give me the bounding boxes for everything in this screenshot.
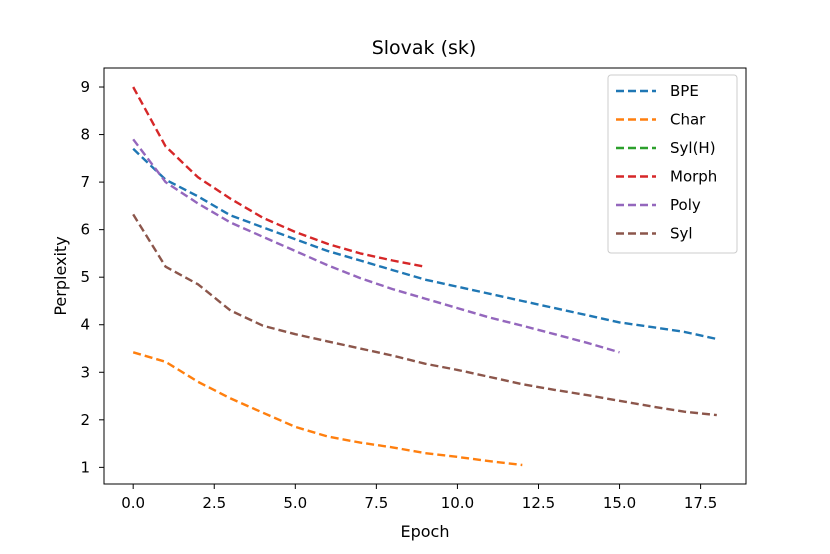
y-tick-label: 6: [80, 221, 90, 239]
series-line-poly: [132, 138, 620, 354]
x-tick-label: 5.0: [283, 494, 307, 512]
legend-label: Syl(H): [670, 139, 716, 157]
legend: BPE Char Syl(H) Morph Poly Syl: [607, 74, 738, 254]
y-tick-label: 2: [80, 411, 90, 429]
y-tick-label: 1: [80, 458, 90, 476]
x-tick-label: 10.0: [441, 494, 474, 512]
chart-title: Slovak (sk): [372, 37, 477, 59]
legend-label: Morph: [670, 168, 717, 186]
x-tick-label: 0.0: [121, 494, 145, 512]
x-axis: 0.0 2.5 5.0 7.5 10.0 12.5 15.0 17.5: [121, 484, 717, 512]
series-line-syl: [132, 213, 717, 417]
y-axis-title: Perplexity: [51, 236, 70, 315]
legend-label: BPE: [670, 82, 699, 100]
series-line-morph: [132, 86, 426, 268]
x-tick-label: 2.5: [202, 494, 226, 512]
y-tick-label: 9: [80, 78, 90, 96]
y-axis: 1 2 3 4 5 6 7 8 9: [80, 78, 104, 476]
series-line-bpe: [132, 147, 718, 341]
plot-frame: [103, 67, 747, 485]
legend-label: Poly: [670, 196, 701, 214]
y-tick-label: 3: [80, 363, 90, 381]
series-layer: [132, 86, 718, 467]
x-tick-label: 7.5: [364, 494, 388, 512]
y-tick-label: 8: [80, 126, 90, 144]
x-axis-title: Epoch: [401, 522, 450, 541]
x-tick-label: 12.5: [522, 494, 555, 512]
x-tick-label: 15.0: [603, 494, 636, 512]
legend-label: Syl: [670, 225, 693, 243]
y-tick-label: 4: [80, 316, 90, 334]
x-tick-label: 17.5: [684, 494, 717, 512]
y-tick-label: 7: [80, 173, 90, 191]
y-tick-label: 5: [80, 268, 90, 286]
legend-label: Char: [670, 111, 706, 129]
